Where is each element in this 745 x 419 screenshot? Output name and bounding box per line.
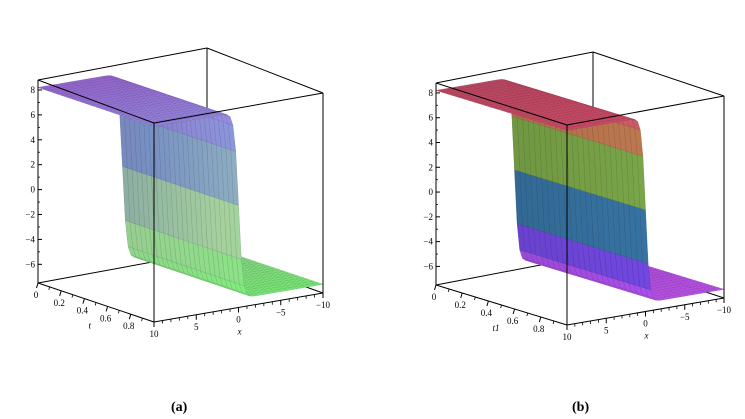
panel-a-z-tick-label: 0: [31, 185, 36, 195]
panel-b-x-tick-label: −10: [717, 305, 732, 315]
panel-a-x-tick-label: 10: [150, 329, 160, 339]
panel-a-t-tick: [105, 306, 109, 312]
panel-b-x-tick-label: 0: [643, 319, 648, 329]
panel-b-t-tick-label: 0.8: [533, 324, 545, 334]
panel-a-t-tick: [59, 290, 62, 296]
box-edge-back-top: [435, 51, 594, 84]
panel-a-t-tick-label: 0.4: [77, 306, 89, 316]
panel-b-t-tick-label: 0.2: [455, 300, 466, 310]
panel-a-x-tick-label: 0: [236, 315, 241, 325]
box-edge-back-top: [37, 47, 208, 81]
panel-a-t-tick-label: 0.6: [100, 313, 112, 323]
panel-a-z-tick-label: 8: [31, 85, 36, 95]
panel-a-caption: (a): [171, 400, 188, 415]
panel-b-z-tick-label: 6: [429, 113, 434, 123]
panel-a-t-tick: [128, 314, 132, 320]
panel-b-z-tick-label: −6: [423, 261, 433, 271]
panel-b: −6 −4 −2 0 2 4 6 8 0 0.2 0.4 0.6 0.8 t1 10 5 0 −5 −10 x: [423, 51, 732, 342]
panel-b-t-tick: [434, 284, 437, 291]
panel-b-x-tick-label: −5: [680, 312, 690, 322]
panel-b-t-tick: [486, 300, 489, 307]
panel-a-z-tick-label: −4: [25, 234, 35, 244]
panel-a: −6 −4 −2 0 2 4 6 8 0 0.2 0.4 0.6 0.8 t 10 5 0 −5 −10 x: [25, 47, 331, 339]
panel-b-x-tick-label: 10: [563, 332, 573, 342]
panel-b-caption: (b): [572, 400, 590, 415]
panel-a-t-tick-label: 0.2: [54, 298, 65, 308]
panel-b-t-minor-tick: [474, 296, 476, 301]
box-edge-back-right: [592, 51, 725, 97]
panel-a-x-tick-label: −5: [276, 307, 286, 317]
panel-b-t-tick-label: 0.6: [507, 316, 519, 326]
panel-a-t-minor-tick: [94, 302, 97, 306]
box-edge-back-right: [206, 47, 324, 94]
panel-b-t-minor-tick: [447, 288, 450, 293]
panel-b-x-tick-label: 5: [604, 325, 609, 335]
panel-a-z-tick-label: 2: [31, 160, 36, 170]
panel-a-t-minor-tick: [118, 310, 120, 314]
panel-b-t-tick: [460, 292, 463, 299]
panel-a-surface: [37, 75, 324, 297]
panel-b-z-tick-label: 0: [429, 187, 434, 197]
panel-b-t-minor-tick: [526, 312, 529, 317]
panel-a-x-tick-label: 5: [194, 322, 199, 332]
panel-a-t-tick: [36, 282, 39, 289]
panel-a-z-tick-label: 4: [31, 135, 36, 145]
panel-b-t-axis-label: t1: [493, 323, 500, 333]
panel-b-z-tick-label: 4: [429, 137, 434, 147]
panel-a-z-tick-label: −2: [25, 210, 35, 220]
panel-a-t-minor-tick: [48, 286, 50, 291]
panel-a-x-tick-label: −10: [316, 300, 331, 310]
panel-a-t-axis-label: t: [89, 320, 92, 330]
panel-a-t-tick-label: 0: [34, 290, 39, 300]
panel-b-z-tick-label: −2: [423, 212, 433, 222]
panel-b-t-minor-tick: [500, 304, 502, 309]
panel-b-t-tick: [538, 316, 542, 323]
panel-a-z-tick-label: 6: [31, 110, 36, 120]
panel-b-x-axis-label: x: [644, 331, 649, 341]
panel-a-t-tick-label: 0.8: [123, 321, 135, 331]
panel-b-z-tick-label: −4: [423, 237, 433, 247]
panel-b-surface: [435, 79, 725, 301]
panel-a-x-axis-label: x: [237, 327, 242, 337]
panel-b-z-tick-label: 8: [429, 88, 434, 98]
panel-a-t-tick: [82, 298, 85, 304]
panel-b-t-tick-label: 0: [432, 292, 437, 302]
panel-b-t-tick-label: 0.4: [481, 308, 493, 318]
panel-a-t-minor-tick: [71, 294, 74, 298]
panel-b-z-tick-label: 2: [429, 162, 434, 172]
panel-a-z-tick-label: −6: [25, 259, 35, 269]
panel-b-t-tick: [512, 308, 516, 315]
panel-a-t-minor-tick: [141, 317, 143, 322]
panel-b-t-minor-tick: [552, 320, 555, 325]
